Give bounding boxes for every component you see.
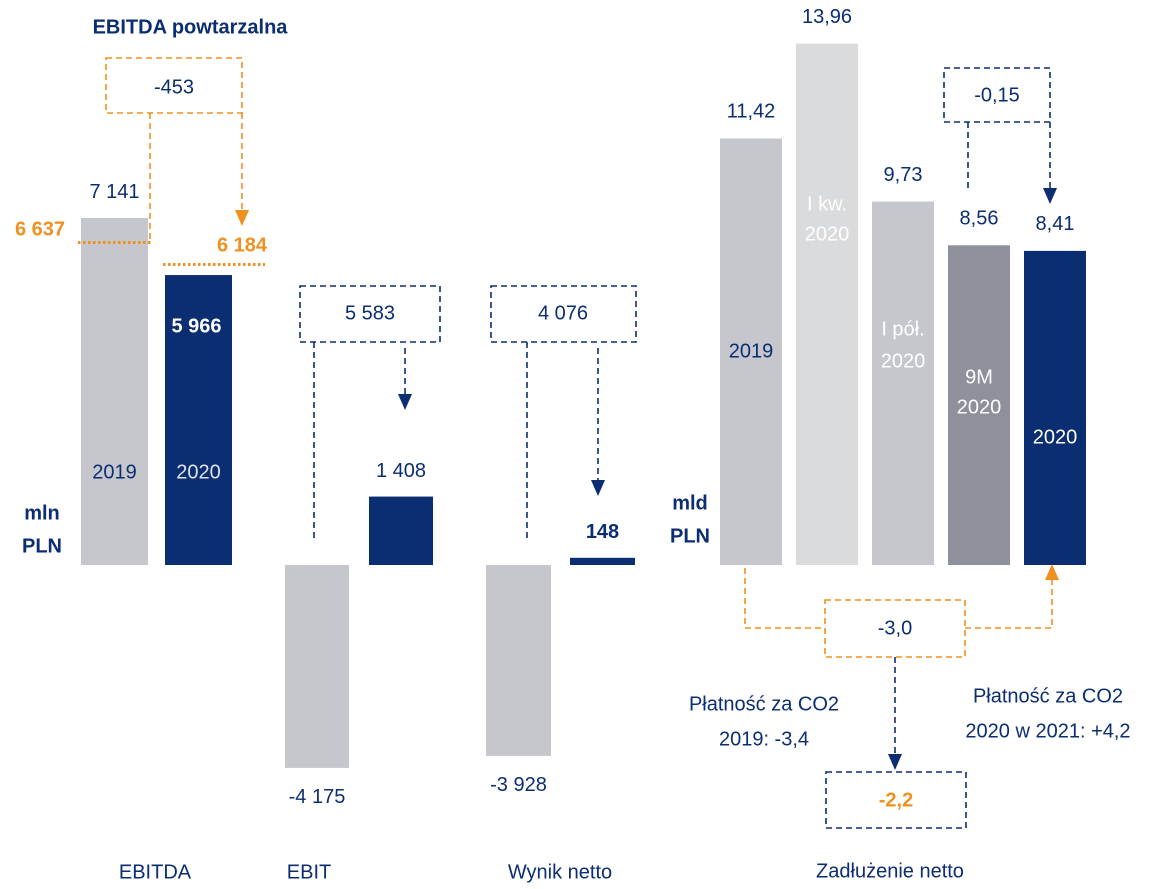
result-label: -2,2	[879, 789, 913, 811]
bar	[165, 275, 232, 565]
connector	[744, 568, 825, 629]
value-label: 5 966	[171, 315, 221, 337]
series-label: 2019	[92, 461, 137, 483]
bar	[948, 245, 1010, 565]
recurring-label: 6 184	[217, 235, 268, 257]
unit-label: PLN	[22, 535, 62, 557]
value-label: 9,73	[884, 164, 923, 186]
bar	[369, 496, 433, 565]
value-label: -4 175	[289, 786, 346, 808]
bar	[486, 565, 551, 756]
bar	[81, 217, 148, 566]
category-label: I pół.	[881, 318, 924, 340]
change-label: -0,15	[974, 84, 1020, 106]
x-tick-label: EBITDA	[119, 861, 192, 883]
connectors	[105, 57, 1059, 829]
change-box	[299, 285, 441, 343]
change-label: 5 583	[345, 302, 395, 324]
category-label: 2020	[881, 350, 926, 372]
value-label: 13,96	[802, 6, 852, 28]
value-label: 8,41	[1036, 213, 1075, 235]
note: Płatność za CO2	[973, 685, 1123, 707]
arrow	[398, 394, 412, 410]
note: 2020 w 2021: +4,2	[965, 720, 1130, 742]
category-label: I kw.	[807, 193, 847, 215]
change-box	[105, 57, 243, 114]
unit-label: mln	[24, 502, 60, 524]
bar	[1024, 250, 1086, 565]
change-box	[490, 285, 637, 343]
value-label: -3 928	[490, 774, 547, 796]
category-label: 2019	[729, 340, 774, 362]
category-label: 2020	[957, 396, 1002, 418]
value-label: 148	[586, 521, 619, 543]
note: Płatność za CO2	[689, 693, 839, 715]
bar	[796, 43, 858, 566]
bar	[285, 565, 349, 768]
connector	[965, 580, 1053, 629]
x-tick-label: Wynik netto	[508, 861, 612, 883]
arrow	[888, 754, 902, 770]
change-label: 4 076	[538, 302, 588, 324]
bar	[720, 138, 782, 565]
change-label: -3,0	[878, 617, 912, 639]
arrow	[1045, 564, 1059, 580]
unit-label: PLN	[670, 525, 710, 547]
change-box	[825, 771, 967, 829]
value-label: 1 408	[376, 460, 426, 482]
x-label: Zadłużenie netto	[816, 860, 964, 882]
arrow	[1043, 188, 1057, 204]
series-label: 2020	[176, 461, 221, 483]
value-label: 7 141	[89, 181, 139, 203]
bar	[872, 201, 934, 565]
arrow	[235, 210, 249, 226]
recurring-title: EBITDA powtarzalna	[93, 16, 289, 38]
bar	[570, 557, 635, 565]
x-tick-label: EBIT	[287, 861, 331, 883]
change-box	[943, 67, 1051, 123]
unit-label: mld	[672, 492, 708, 514]
value-label: 11,42	[727, 101, 776, 123]
recurring-label: 6 637	[15, 219, 65, 241]
change-box	[824, 599, 966, 658]
arrow	[591, 480, 605, 496]
category-label: 2020	[1033, 426, 1078, 448]
value-label: 8,56	[960, 208, 999, 230]
change-label: -453	[154, 76, 194, 98]
category-label: 2020	[805, 223, 850, 245]
category-label: 9M	[965, 366, 993, 388]
note: 2019: -3,4	[719, 728, 809, 750]
